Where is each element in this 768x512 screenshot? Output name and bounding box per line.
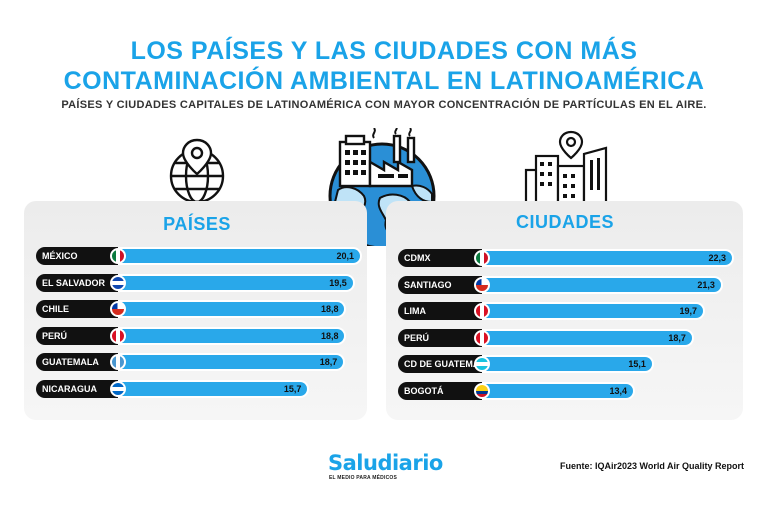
nicaragua-flag-icon	[110, 380, 126, 397]
chile-flag-icon	[474, 276, 490, 293]
city-label: SANTIAGO	[404, 279, 452, 290]
country-value-label: 18,8	[320, 304, 339, 314]
country-row: CHILE 18,8	[36, 300, 361, 318]
peru-flag-icon	[474, 303, 490, 319]
city-bar	[484, 304, 704, 318]
country-label: MÉXICO	[42, 251, 78, 261]
city-value-label: 13,4	[609, 385, 628, 396]
country-value-label: 18,8	[320, 330, 339, 341]
country-row: NICARAGUA 15,7	[36, 379, 361, 398]
country-label: EL SALVADOR	[42, 277, 106, 288]
country-label-pill	[36, 300, 126, 318]
city-label-pill	[398, 355, 490, 373]
title-line-1: LOS PAÍSES Y LAS CIUDADES CON MÁS	[130, 37, 638, 65]
country-label-pill	[36, 379, 126, 398]
city-label: CDMX	[404, 253, 431, 263]
city-label: LIMA	[404, 306, 426, 316]
country-label-pill	[36, 326, 126, 345]
country-label: NICARAGUA	[42, 383, 97, 394]
country-value-label: 20,1	[336, 251, 354, 261]
peru-flag-icon	[474, 329, 490, 346]
country-row: MÉXICO 20,1	[36, 247, 361, 265]
country-bar	[120, 328, 345, 343]
brand-tagline: EL MEDIO PARA MÉDICOS	[329, 475, 398, 481]
el-salvador-flag-icon	[110, 274, 126, 291]
city-bar	[484, 330, 692, 345]
countries-title: PAÍSES	[163, 214, 231, 234]
city-value-label: 22,3	[708, 253, 726, 263]
city-row: PERÚ 18,7	[398, 328, 738, 347]
city-label-pill	[398, 249, 490, 267]
mexico-flag-icon	[110, 248, 126, 264]
country-label: PERÚ	[42, 330, 68, 341]
guatemala-flag-icon	[110, 354, 126, 370]
country-value-label: 15,7	[283, 383, 302, 394]
cities-title: CIUDADES	[515, 212, 614, 232]
city-value-label: 18,7	[668, 332, 686, 343]
city-bar	[484, 383, 634, 398]
city-bar	[484, 357, 652, 371]
source-note: Fuente: IQAir2023 World Air Quality Repo…	[560, 461, 745, 471]
city-row: LIMA 19,7	[398, 302, 738, 320]
country-row: GUATEMALA 18,7	[36, 353, 361, 371]
country-value-label: 18,7	[319, 357, 338, 367]
mexico-flag-icon	[474, 250, 490, 266]
chile-flag-icon	[110, 301, 126, 317]
globe-pin-icon	[169, 138, 225, 204]
colombia-flag-icon	[474, 382, 490, 399]
country-label-pill	[36, 247, 126, 265]
brand-logo: Saludiario	[328, 451, 443, 475]
city-label: PERÚ	[404, 332, 430, 343]
city-row: CDMX 22,3	[398, 249, 738, 267]
country-value-label: 19,5	[329, 277, 347, 288]
country-label-pill	[36, 353, 126, 371]
country-row: PERÚ 18,8	[36, 326, 361, 345]
country-label-pill	[36, 273, 126, 292]
city-label-pill	[398, 275, 490, 294]
title-line-2: CONTAMINACIÓN AMBIENTAL EN LATINOAMÉRICA	[63, 67, 705, 95]
country-row: EL SALVADOR 19,5	[36, 273, 361, 292]
country-bar	[120, 275, 353, 290]
city-label-pill	[398, 328, 490, 347]
page-subtitle: PAÍSES Y CIUDADES CAPITALES DE LATINOAMÉ…	[61, 99, 707, 111]
city-label-pill	[398, 302, 490, 320]
city-label: CD DE GUATEMALA	[404, 359, 492, 369]
city-value-label: 15,1	[628, 359, 646, 369]
country-bar	[120, 302, 345, 316]
country-bar	[120, 355, 344, 369]
city-bar	[484, 277, 721, 292]
page-title: LOS PAÍSES Y LAS CIUDADES CON MÁS CONTAM…	[0, 36, 768, 96]
peru-flag-icon	[110, 327, 126, 344]
city-pin-icon	[522, 130, 612, 208]
city-row: SANTIAGO 21,3	[398, 275, 738, 294]
honduras-flag-icon	[474, 356, 490, 372]
country-bar	[120, 381, 308, 396]
city-row: CD DE GUATEMALA 15,1	[398, 355, 738, 373]
city-value-label: 21,3	[697, 279, 715, 290]
city-value-label: 19,7	[679, 306, 698, 316]
city-label-pill	[398, 381, 490, 400]
city-row: BOGOTÁ 13,4	[398, 381, 738, 400]
city-label: BOGOTÁ	[404, 385, 444, 396]
country-label: CHILE	[42, 304, 69, 314]
country-label: GUATEMALA	[42, 357, 99, 367]
country-bar	[120, 249, 360, 263]
city-bar	[484, 251, 732, 265]
